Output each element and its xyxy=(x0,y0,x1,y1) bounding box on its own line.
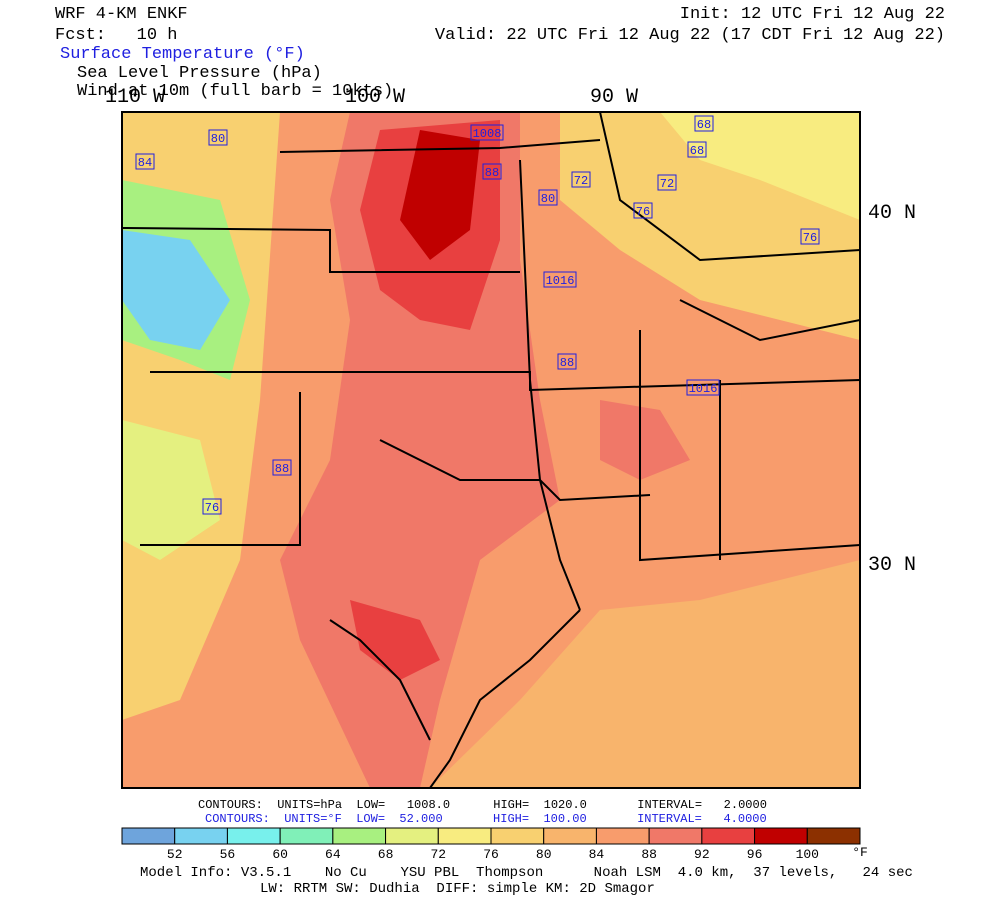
colorbar-label: 60 xyxy=(272,847,288,862)
forecast-hour: Fcst: 10 h xyxy=(55,26,177,45)
colorbar-label: 52 xyxy=(167,847,183,862)
contour-label: 76 xyxy=(803,231,817,245)
contour-label-box xyxy=(135,153,155,170)
colorbar-swatch xyxy=(490,827,545,845)
contour-label: 88 xyxy=(485,166,499,180)
colorbar: 52 56 60 64 68 72 76 80 84 88 92 96 100 °F xyxy=(121,827,868,862)
contour-label-box xyxy=(571,171,591,188)
lat-label: 30 N xyxy=(868,554,916,577)
contour-label-box xyxy=(482,163,502,180)
colorbar-swatch xyxy=(332,827,387,845)
contour-label-box xyxy=(657,174,677,191)
map xyxy=(121,111,861,789)
colorbar-label: 88 xyxy=(641,847,657,862)
colorbar-swatch xyxy=(701,827,756,845)
contour-label-box xyxy=(208,129,228,146)
colorbar-label: 64 xyxy=(325,847,341,862)
contour-label-box xyxy=(800,228,820,245)
contour-label-box xyxy=(633,202,653,219)
colorbar-swatch xyxy=(121,827,176,845)
physics-info: LW: RRTM SW: Dudhia DIFF: simple KM: 2D … xyxy=(260,881,655,897)
colorbar-swatch xyxy=(385,827,439,845)
colorbar-label: 72 xyxy=(430,847,446,862)
contour-label-box xyxy=(686,379,720,396)
colorbar-label: 96 xyxy=(747,847,763,862)
field-label: Wind at 10m (full barb = 10kts) xyxy=(77,82,393,101)
contour-label: 1008 xyxy=(473,127,502,141)
contour-label: 76 xyxy=(205,501,219,515)
contour-label: 68 xyxy=(690,144,704,158)
lon-label: 100 W xyxy=(345,86,405,109)
model-info: Model Info: V3.5.1 No Cu YSU PBL Thompso… xyxy=(140,865,913,881)
colorbar-unit: °F xyxy=(852,845,868,860)
contour-label-box xyxy=(538,189,558,206)
colorbar-swatch xyxy=(543,827,597,845)
colorbar-swatch xyxy=(437,827,492,845)
init-time: Init: 12 UTC Fri 12 Aug 22 xyxy=(680,5,945,24)
temperature-contour-info: CONTOURS: UNITS=°F LOW= 52.000 HIGH= 100… xyxy=(205,812,767,826)
lat-label: 40 N xyxy=(868,202,916,225)
contour-label: 80 xyxy=(211,132,225,146)
contour-label: 72 xyxy=(574,174,588,188)
contour-label: 1016 xyxy=(546,274,575,288)
colorbar-swatch xyxy=(754,827,808,845)
colorbar-label: 68 xyxy=(378,847,394,862)
contour-label-box xyxy=(557,353,577,370)
contour-label: 88 xyxy=(560,356,574,370)
colorbar-swatch xyxy=(279,827,334,845)
valid-time: Valid: 22 UTC Fri 12 Aug 22 (17 CDT Fri … xyxy=(435,26,945,45)
contour-label-box xyxy=(470,124,504,141)
contour-label: 80 xyxy=(541,192,555,206)
colorbar-label: 80 xyxy=(536,847,552,862)
colorbar-swatch xyxy=(806,827,861,845)
colorbar-label: 92 xyxy=(694,847,710,862)
contour-label-box xyxy=(687,141,707,158)
colorbar-swatch xyxy=(174,827,228,845)
contour-label-box xyxy=(694,115,714,132)
contour-label-box xyxy=(272,459,292,476)
model-name: WRF 4-KM ENKF xyxy=(55,5,188,24)
lon-label: 110 W xyxy=(105,86,165,109)
contour-label-box xyxy=(202,498,222,515)
contour-label: 1016 xyxy=(689,382,718,396)
contour-label: 68 xyxy=(697,118,711,132)
field-label: Sea Level Pressure (hPa) xyxy=(77,64,322,83)
contour-label-box xyxy=(543,271,577,288)
colorbar-swatch xyxy=(226,827,281,845)
colorbar-swatch xyxy=(648,827,703,845)
contour-label: 76 xyxy=(636,205,650,219)
contour-label: 88 xyxy=(275,462,289,476)
lon-label: 90 W xyxy=(590,86,638,109)
colorbar-label: 76 xyxy=(483,847,499,862)
colorbar-swatch xyxy=(595,827,650,845)
contour-label: 72 xyxy=(660,177,674,191)
field-label: Surface Temperature (°F) xyxy=(60,45,305,64)
colorbar-label: 56 xyxy=(220,847,236,862)
contour-label: 84 xyxy=(138,156,152,170)
pressure-contour-info: CONTOURS: UNITS=hPa LOW= 1008.0 HIGH= 10… xyxy=(198,798,767,812)
colorbar-label: 100 xyxy=(796,847,819,862)
colorbar-label: 84 xyxy=(589,847,605,862)
